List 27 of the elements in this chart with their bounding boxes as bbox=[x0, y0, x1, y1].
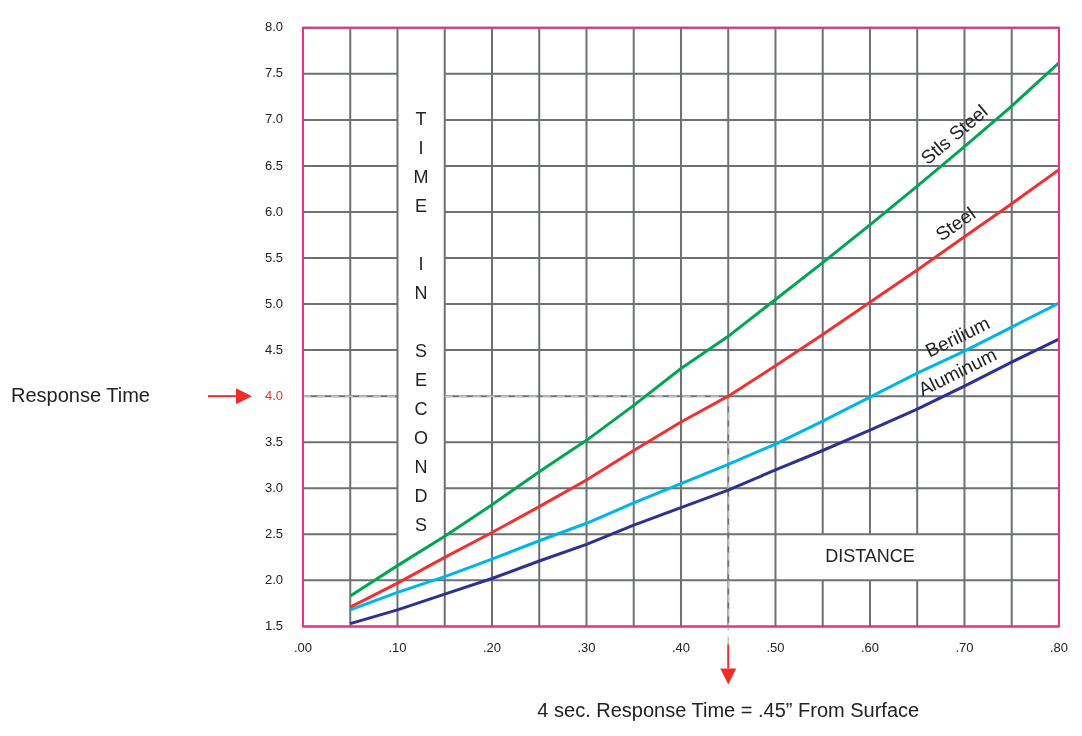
y-tick-label: 1.5 bbox=[264, 617, 283, 633]
y-tick-label: 6.5 bbox=[264, 157, 283, 173]
y-tick-label: 7.0 bbox=[264, 111, 283, 127]
y-tick-label: 4.5 bbox=[264, 341, 283, 357]
y-tick-label: 5.5 bbox=[264, 249, 283, 265]
y-tick-label: 8.0 bbox=[264, 19, 283, 35]
y-tick-label: 5.0 bbox=[264, 295, 283, 311]
x-tick-label: .10 bbox=[388, 639, 407, 655]
x-tick-label: .00 bbox=[293, 639, 313, 655]
x-tick-label: .70 bbox=[955, 639, 974, 655]
x-tick-label: .60 bbox=[860, 639, 880, 655]
x-tick-label: .20 bbox=[482, 639, 502, 655]
y-tick-label: 2.0 bbox=[264, 571, 283, 587]
text: 4 sec. Response Time = .45” From Surface bbox=[537, 698, 920, 721]
y-tick-label: 7.5 bbox=[264, 65, 283, 81]
x-tick-label: .80 bbox=[1049, 639, 1068, 655]
x-tick-label: .40 bbox=[671, 639, 691, 655]
x-axis-title: DISTANCE bbox=[825, 546, 915, 567]
y-tick-label: 3.5 bbox=[264, 433, 283, 449]
x-tick-label: .30 bbox=[577, 639, 596, 655]
y-tick-label: 2.5 bbox=[264, 525, 283, 541]
y-tick-label: 3.0 bbox=[264, 479, 283, 495]
x-tick-label: .50 bbox=[766, 639, 785, 655]
y-tick-label: 6.0 bbox=[264, 203, 283, 219]
text: TIME IN SECONDS bbox=[413, 108, 429, 535]
y-tick-label: 4.0 bbox=[264, 387, 283, 403]
text: Response Time bbox=[11, 383, 150, 406]
